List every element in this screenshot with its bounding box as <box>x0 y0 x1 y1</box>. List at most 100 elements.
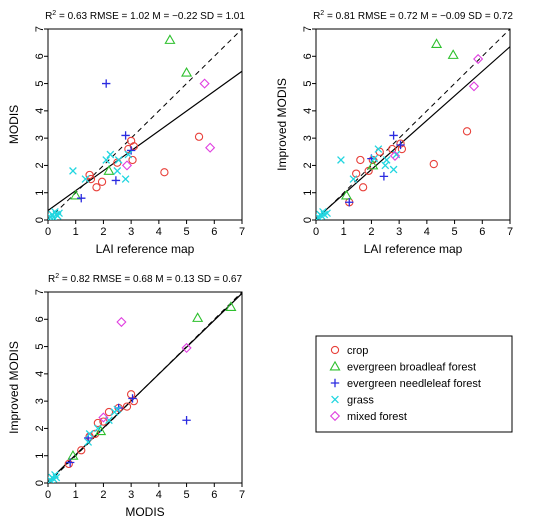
y-tick-label: 6 <box>34 316 46 322</box>
x-axis-label: MODIS <box>125 505 164 519</box>
data-point <box>199 78 210 89</box>
stats-label: R2 = 0.82 RMSE = 0.68 M = 0.13 SD = 0.67 <box>48 273 242 285</box>
data-point <box>85 430 94 438</box>
data-point <box>379 172 389 181</box>
data-point <box>340 189 353 200</box>
y-tick-label: 5 <box>34 81 46 87</box>
y-tick-label: 0 <box>34 217 46 223</box>
data-point <box>374 145 383 153</box>
data-point <box>164 34 176 44</box>
legend-item-mixed-forest: mixed forest <box>329 410 407 423</box>
y-tick-label: 6 <box>34 53 46 59</box>
y-tick-label: 3 <box>34 398 46 404</box>
identity-line <box>316 29 510 220</box>
data-point <box>102 79 111 88</box>
data-point <box>462 127 472 136</box>
data-point <box>94 424 102 433</box>
data-point <box>111 176 121 185</box>
series-evergreen-needleleaf-forest <box>65 394 191 467</box>
stats-label: R2 = 0.81 RMSE = 0.72 M = −0.09 SD = 0.7… <box>313 10 513 22</box>
plot-area <box>48 29 242 220</box>
y-tick-label: 4 <box>302 108 314 114</box>
data-point <box>84 438 93 446</box>
x-tick-label: 7 <box>507 226 513 238</box>
data-point <box>55 209 63 218</box>
y-tick-label: 7 <box>302 26 314 32</box>
data-point <box>396 140 405 150</box>
y-tick-label: 2 <box>34 425 46 431</box>
data-point <box>389 131 398 140</box>
data-point <box>124 150 133 159</box>
panel-modis-vs-improved-modis: R2 = 0.82 RMSE = 0.68 M = 0.13 SD = 0.67… <box>7 273 245 519</box>
series-evergreen-broadleaf-forest <box>67 301 237 460</box>
series-mixed-forest <box>121 78 216 171</box>
data-point <box>128 155 137 165</box>
data-point <box>102 156 111 164</box>
identity-line <box>48 29 242 220</box>
regression-line <box>48 292 242 483</box>
series-grass <box>48 150 133 220</box>
data-point <box>225 301 237 312</box>
data-point <box>128 394 137 403</box>
x-tick-label: 3 <box>396 226 402 238</box>
data-point <box>98 412 109 423</box>
x-tick-label: 7 <box>239 226 245 238</box>
data-point <box>113 167 122 175</box>
legend-marker <box>329 360 341 371</box>
legend-label: grass <box>347 395 374 407</box>
x-tick-label: 6 <box>479 226 485 238</box>
legend-item-grass: grass <box>331 395 374 407</box>
x-tick-label: 4 <box>424 226 430 238</box>
data-point <box>205 142 216 153</box>
x-tick-label: 3 <box>128 489 134 501</box>
data-point <box>81 175 90 183</box>
panel-lai-vs-modis: R2 = 0.63 RMSE = 1.02 M = −0.22 SD = 1.0… <box>7 10 245 256</box>
data-point <box>104 407 114 417</box>
y-axis-label: Improved MODIS <box>275 78 289 171</box>
data-point <box>77 193 86 203</box>
data-point <box>468 81 480 92</box>
r2-symbol: R <box>45 11 52 22</box>
x-tick-label: 1 <box>73 226 79 238</box>
data-point <box>356 155 365 165</box>
x-tick-label: 0 <box>45 226 51 238</box>
legend-item-crop: crop <box>330 345 368 357</box>
legend-item-evergreen-broadleaf-forest: evergreen broadleaf forest <box>329 360 476 374</box>
y-axis-label: Improved MODIS <box>7 341 21 434</box>
data-point <box>121 175 130 183</box>
legend-marker <box>331 395 339 404</box>
data-point <box>77 446 86 455</box>
data-point <box>389 150 401 161</box>
stats-label: R2 = 0.63 RMSE = 1.02 M = −0.22 SD = 1.0… <box>45 10 245 22</box>
plot-frame <box>315 28 511 221</box>
series-crop <box>345 127 472 207</box>
data-point <box>65 458 75 467</box>
data-point <box>370 154 379 163</box>
y-tick-label: 3 <box>34 135 46 141</box>
stats-values: = 0.82 RMSE = 0.68 M = 0.13 SD = 0.67 <box>59 274 242 285</box>
data-point <box>323 209 331 218</box>
r2-symbol: R <box>313 11 320 22</box>
regression-line <box>48 70 242 211</box>
series-grass <box>316 145 401 220</box>
data-point <box>358 183 368 192</box>
y-tick-label: 6 <box>302 53 314 59</box>
legend: crop evergreen broadleaf forest evergreen … <box>315 335 513 433</box>
data-point <box>52 473 61 482</box>
data-point <box>382 156 391 164</box>
y-tick-label: 2 <box>302 162 314 168</box>
plot-area <box>316 29 510 220</box>
data-point <box>106 150 115 159</box>
y-tick-label: 3 <box>302 135 314 141</box>
data-point <box>70 189 82 200</box>
plot-frame <box>47 28 243 221</box>
y-tick-label: 1 <box>302 190 314 196</box>
r2-superscript: 2 <box>52 10 56 17</box>
x-tick-label: 3 <box>128 226 134 238</box>
legend-box <box>315 335 513 433</box>
plot-area <box>48 292 242 483</box>
legend-item-evergreen-needleleaf-forest: evergreen needleleaf forest <box>330 378 481 390</box>
series-grass <box>48 405 122 483</box>
data-point <box>349 175 358 183</box>
